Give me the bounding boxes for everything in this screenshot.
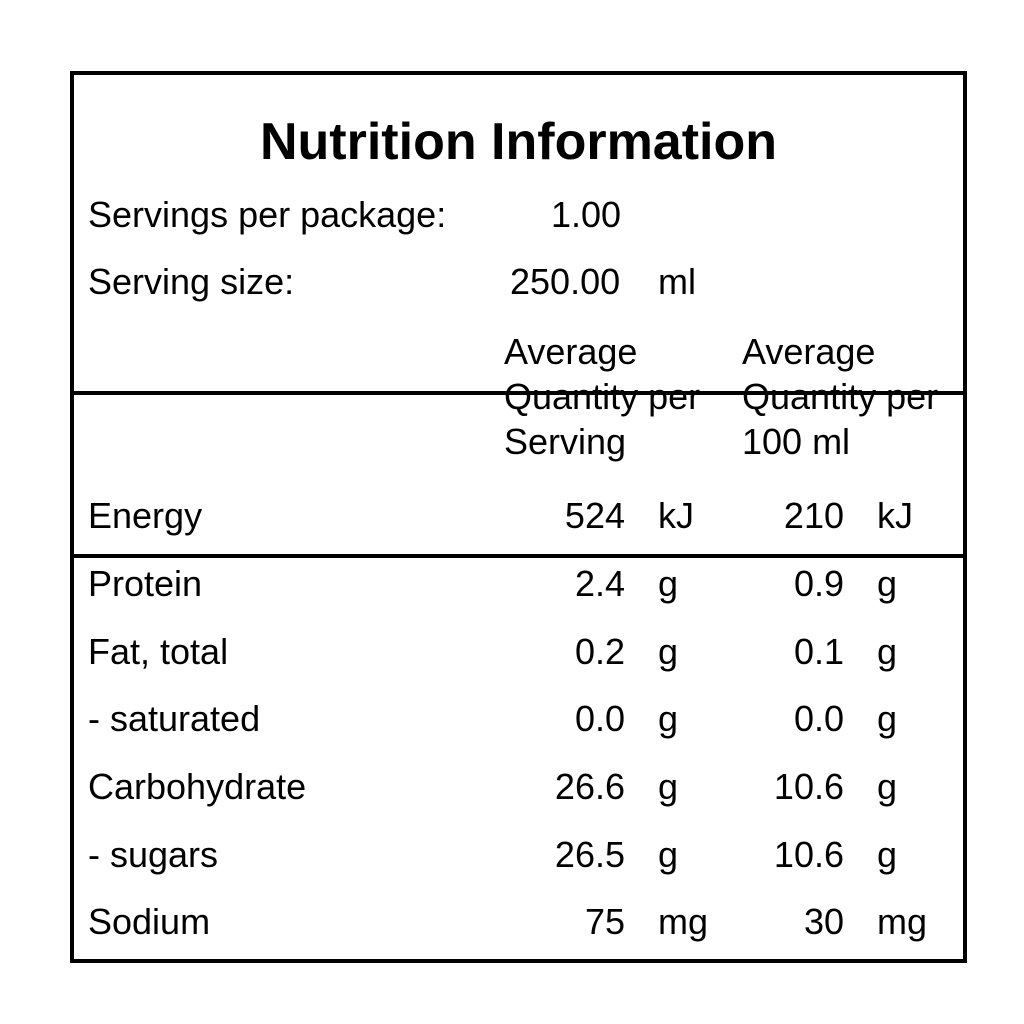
carbohydrate-serving-unit: g <box>658 766 679 807</box>
sugars-serving-unit: g <box>658 834 679 875</box>
carbohydrate-per-100ml-unit: g <box>877 766 898 807</box>
sugars-per-100ml: 10.6 <box>773 834 844 875</box>
sodium-per-serving: 75 <box>584 901 625 942</box>
fat-total-per-100ml-unit: g <box>877 631 898 672</box>
serving-size-unit: ml <box>658 261 696 302</box>
fat-total-per-serving: 0.2 <box>574 631 625 672</box>
sodium-per-100ml: 30 <box>803 901 844 942</box>
sodium-serving-unit: mg <box>658 901 709 942</box>
serving-size-value: 250.00 <box>510 261 621 302</box>
header-per-serving: Average Quantity per Serving <box>504 331 701 462</box>
row-name-carbohydrate: Carbohydrate <box>88 766 307 807</box>
protein-per-serving: 2.4 <box>574 563 625 604</box>
servings-per-package-label: Servings per package: <box>88 194 447 235</box>
row-name-saturated: - saturated <box>88 698 261 739</box>
sodium-per-100ml-unit: mg <box>877 901 928 942</box>
serving-size-label: Serving size: <box>88 261 295 302</box>
row-name-energy: Energy <box>88 495 203 536</box>
saturated-per-100ml-unit: g <box>877 698 898 739</box>
divider-rule <box>74 391 963 395</box>
fat-total-per-100ml: 0.1 <box>793 631 844 672</box>
nutrition-information-panel: Nutrition Information Servings per packa… <box>70 71 967 963</box>
energy-serving-unit: kJ <box>658 495 694 536</box>
energy-per-100ml-unit: kJ <box>877 495 913 536</box>
protein-per-100ml-unit: g <box>877 563 898 604</box>
saturated-per-100ml: 0.0 <box>793 698 844 739</box>
header-per-100ml: Average Quantity per 100 ml <box>742 331 939 462</box>
carbohydrate-per-serving: 26.6 <box>554 766 625 807</box>
protein-serving-unit: g <box>658 563 679 604</box>
energy-per-serving: 524 <box>564 495 625 536</box>
row-name-fat-total: Fat, total <box>88 631 229 672</box>
row-name-sugars: - sugars <box>88 834 219 875</box>
fat-total-serving-unit: g <box>658 631 679 672</box>
protein-per-100ml: 0.9 <box>793 563 844 604</box>
panel-title: Nutrition Information <box>259 113 778 171</box>
servings-per-package-value: 1.00 <box>551 194 622 235</box>
saturated-per-serving: 0.0 <box>574 698 625 739</box>
row-name-sodium: Sodium <box>88 901 211 942</box>
energy-per-100ml: 210 <box>783 495 844 536</box>
carbohydrate-per-100ml: 10.6 <box>773 766 844 807</box>
sugars-per-serving: 26.5 <box>554 834 625 875</box>
saturated-serving-unit: g <box>658 698 679 739</box>
row-name-protein: Protein <box>88 563 203 604</box>
divider-rule <box>74 554 963 558</box>
sugars-per-100ml-unit: g <box>877 834 898 875</box>
